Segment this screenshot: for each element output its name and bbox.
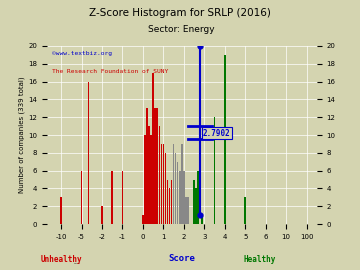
Bar: [60, 197, 62, 224]
Bar: [154, 108, 156, 224]
Bar: [173, 144, 174, 224]
Text: ©www.textbiz.org: ©www.textbiz.org: [52, 51, 112, 56]
Text: Sector: Energy: Sector: Energy: [148, 25, 215, 34]
Bar: [197, 171, 199, 224]
Bar: [146, 108, 148, 224]
Bar: [161, 144, 162, 224]
Bar: [142, 215, 144, 224]
Bar: [224, 55, 225, 224]
Text: Unhealthy: Unhealthy: [40, 255, 82, 264]
Bar: [165, 153, 166, 224]
Text: 2.7902: 2.7902: [203, 129, 231, 138]
Y-axis label: Number of companies (339 total): Number of companies (339 total): [19, 77, 25, 193]
Bar: [214, 117, 215, 224]
Bar: [150, 135, 152, 224]
Text: The Research Foundation of SUNY: The Research Foundation of SUNY: [52, 69, 168, 74]
Bar: [202, 215, 203, 224]
Bar: [87, 82, 89, 224]
Bar: [101, 206, 103, 224]
Text: Z-Score Histogram for SRLP (2016): Z-Score Histogram for SRLP (2016): [89, 8, 271, 18]
Bar: [152, 73, 154, 224]
Text: Unhealthy: Unhealthy: [73, 263, 81, 264]
Bar: [81, 171, 82, 224]
Bar: [244, 197, 246, 224]
Bar: [122, 171, 123, 224]
Bar: [112, 171, 113, 224]
Text: Healthy: Healthy: [243, 255, 275, 264]
Bar: [158, 126, 160, 224]
Bar: [144, 135, 146, 224]
Bar: [193, 180, 195, 224]
Bar: [148, 126, 150, 224]
Bar: [179, 171, 180, 224]
Bar: [157, 108, 158, 224]
Bar: [167, 180, 168, 224]
Bar: [163, 144, 164, 224]
Bar: [169, 188, 170, 224]
Bar: [175, 153, 176, 224]
X-axis label: Score: Score: [168, 254, 195, 263]
Bar: [185, 197, 187, 224]
Bar: [177, 162, 179, 224]
Bar: [171, 180, 172, 224]
Bar: [183, 171, 185, 224]
Bar: [187, 197, 189, 224]
Bar: [181, 144, 183, 224]
Bar: [195, 188, 197, 224]
